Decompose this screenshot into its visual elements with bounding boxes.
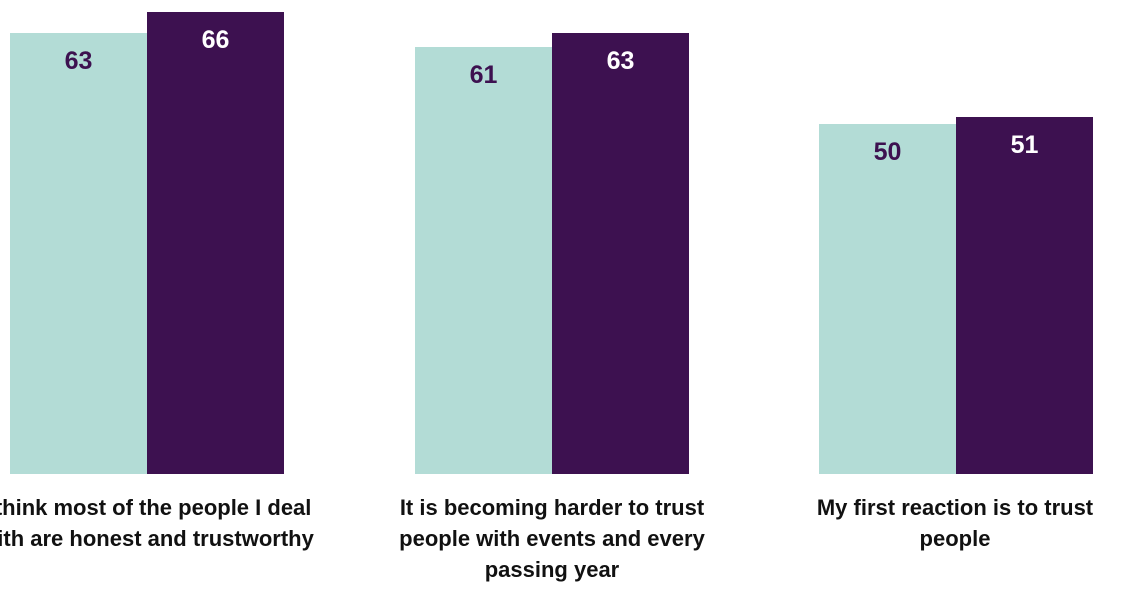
bar-s1-c1 <box>10 33 147 474</box>
bar-s2-c2 <box>552 33 689 474</box>
value-label-s1-c1: 63 <box>65 47 93 75</box>
category-labels-group: I think most of the people I deal with ar… <box>0 495 1094 582</box>
value-label-s1-c3: 50 <box>874 138 902 166</box>
category-label-3-line-2: people <box>920 526 991 551</box>
value-labels-group: 63 66 61 63 50 51 <box>65 26 1039 166</box>
category-label-2-line-3: passing year <box>485 557 620 582</box>
category-label-1: I think most of the people I deal with ar… <box>0 495 315 551</box>
value-label-s2-c2: 63 <box>607 47 635 75</box>
bars-group <box>10 12 1093 474</box>
category-label-2: It is becoming harder to trust people wit… <box>399 495 705 582</box>
value-label-s1-c2: 61 <box>470 61 498 89</box>
category-label-3-line-1: My first reaction is to trust <box>817 495 1094 520</box>
category-label-2-line-1: It is becoming harder to trust <box>400 495 705 520</box>
bar-s2-c1 <box>147 12 284 474</box>
bar-s2-c3 <box>956 117 1093 474</box>
value-label-s2-c3: 51 <box>1011 131 1039 159</box>
category-label-2-line-2: people with events and every <box>399 526 705 551</box>
value-label-s2-c1: 66 <box>202 26 230 54</box>
bar-s1-c2 <box>415 47 552 474</box>
category-label-1-line-1: I think most of the people I deal <box>0 495 311 520</box>
category-label-1-line-2: with are honest and trustworthy <box>0 526 315 551</box>
category-label-3: My first reaction is to trust people <box>817 495 1094 551</box>
bar-s1-c3 <box>819 124 956 474</box>
